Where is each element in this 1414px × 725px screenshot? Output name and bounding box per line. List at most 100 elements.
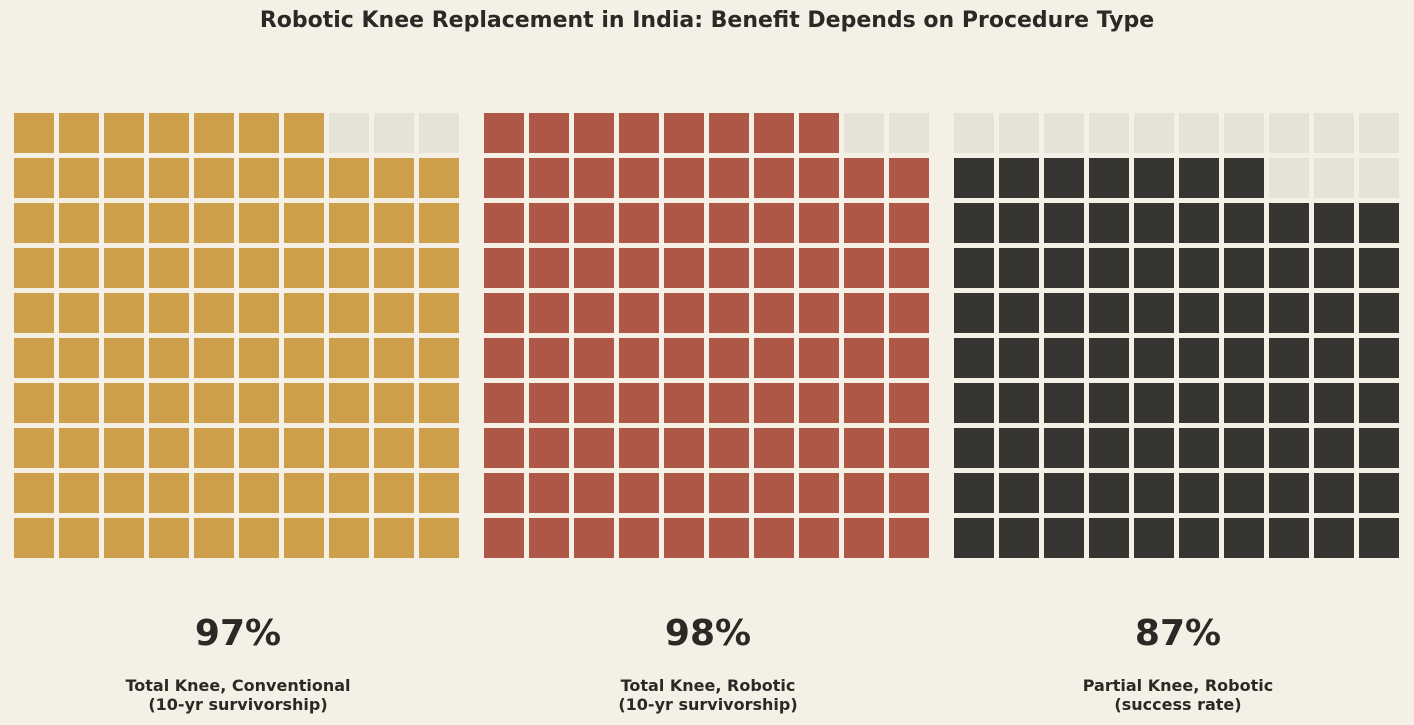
waffle-cell-filled: [374, 293, 414, 333]
waffle-grid: [14, 113, 459, 558]
waffle-cell-empty: [1179, 113, 1219, 153]
waffle-cell-filled: [529, 293, 569, 333]
waffle-cell-filled: [844, 158, 884, 198]
waffle-cell-filled: [104, 248, 144, 288]
waffle-cell-filled: [709, 383, 749, 423]
waffle-cell-filled: [619, 113, 659, 153]
waffle-cell-filled: [1314, 293, 1354, 333]
waffle-cell-filled: [194, 248, 234, 288]
waffle-panel-robotic-total: 98% Total Knee, Robotic (10-yr survivors…: [484, 110, 932, 714]
waffle-cell-filled: [149, 338, 189, 378]
waffle-cell-filled: [14, 428, 54, 468]
waffle-cell-filled: [529, 338, 569, 378]
waffle-cell-filled: [194, 293, 234, 333]
waffle-cell-filled: [59, 113, 99, 153]
waffle-cell-filled: [799, 428, 839, 468]
waffle-cell-filled: [664, 518, 704, 558]
waffle-cell-filled: [374, 518, 414, 558]
waffle-cell-filled: [1224, 248, 1264, 288]
waffle-cell-filled: [1134, 473, 1174, 513]
waffle-cell-filled: [149, 248, 189, 288]
waffle-cell-empty: [1359, 113, 1399, 153]
waffle-cell-filled: [664, 203, 704, 243]
waffle-cell-filled: [329, 203, 369, 243]
waffle-cell-filled: [1179, 203, 1219, 243]
waffle-cell-filled: [419, 383, 459, 423]
waffle-cell-filled: [529, 383, 569, 423]
waffle-cell-filled: [1044, 158, 1084, 198]
waffle-cell-filled: [1314, 338, 1354, 378]
waffle-cell-empty: [1224, 113, 1264, 153]
waffle-cell-filled: [1269, 473, 1309, 513]
waffle-cell-filled: [104, 203, 144, 243]
waffle-cell-filled: [1179, 473, 1219, 513]
waffle-cell-filled: [954, 203, 994, 243]
waffle-cell-empty: [1134, 113, 1174, 153]
waffle-cell-empty: [374, 113, 414, 153]
waffle-cell-filled: [1089, 428, 1129, 468]
waffle-cell-filled: [1224, 473, 1264, 513]
waffle-cell-filled: [329, 158, 369, 198]
waffle-cell-filled: [799, 383, 839, 423]
waffle-cell-filled: [104, 473, 144, 513]
waffle-cell-filled: [889, 248, 929, 288]
waffle-cell-empty: [999, 113, 1039, 153]
waffle-cell-filled: [59, 203, 99, 243]
waffle-cell-filled: [1269, 248, 1309, 288]
waffle-cell-filled: [1134, 518, 1174, 558]
waffle-cell-filled: [954, 338, 994, 378]
waffle-cell-filled: [574, 518, 614, 558]
waffle-cell-filled: [149, 383, 189, 423]
waffle-cell-filled: [574, 428, 614, 468]
waffle-cell-filled: [999, 338, 1039, 378]
waffle-cell-filled: [889, 293, 929, 333]
waffle-cell-filled: [1089, 383, 1129, 423]
waffle-cell-filled: [889, 383, 929, 423]
waffle-cell-empty: [1269, 158, 1309, 198]
waffle-cell-filled: [1224, 428, 1264, 468]
waffle-cell-filled: [419, 518, 459, 558]
waffle-cell-filled: [664, 113, 704, 153]
waffle-cell-filled: [1179, 383, 1219, 423]
waffle-cell-filled: [954, 158, 994, 198]
waffle-cell-filled: [149, 473, 189, 513]
waffle-cell-empty: [329, 113, 369, 153]
waffle-cell-filled: [149, 113, 189, 153]
waffle-cell-filled: [1269, 383, 1309, 423]
waffle-cell-filled: [709, 293, 749, 333]
waffle-cell-filled: [619, 203, 659, 243]
category-label: Total Knee, Robotic (10-yr survivorship): [484, 676, 932, 714]
waffle-cell-filled: [284, 248, 324, 288]
waffle-cell-filled: [1134, 203, 1174, 243]
waffle-cell-filled: [619, 293, 659, 333]
waffle-cell-filled: [889, 473, 929, 513]
waffle-cell-filled: [194, 428, 234, 468]
waffle-cell-empty: [889, 113, 929, 153]
waffle-cell-filled: [1134, 248, 1174, 288]
waffle-cell-filled: [104, 113, 144, 153]
waffle-cell-filled: [889, 338, 929, 378]
waffle-cell-filled: [484, 383, 524, 423]
waffle-cell-filled: [664, 428, 704, 468]
waffle-cell-filled: [284, 113, 324, 153]
waffle-cell-empty: [1359, 158, 1399, 198]
waffle-cell-filled: [194, 203, 234, 243]
waffle-cell-filled: [14, 113, 54, 153]
waffle-cell-filled: [1044, 293, 1084, 333]
waffle-cell-filled: [999, 158, 1039, 198]
waffle-cell-empty: [1314, 158, 1354, 198]
waffle-cell-filled: [574, 473, 614, 513]
waffle-cell-filled: [1179, 293, 1219, 333]
waffle-cell-filled: [374, 203, 414, 243]
waffle-panel-conventional: 97% Total Knee, Conventional (10-yr surv…: [14, 110, 462, 714]
waffle-cell-filled: [1224, 203, 1264, 243]
waffle-cell-filled: [484, 428, 524, 468]
waffle-cell-filled: [284, 383, 324, 423]
waffle-cell-filled: [59, 473, 99, 513]
waffle-cell-filled: [104, 383, 144, 423]
waffle-cell-filled: [529, 518, 569, 558]
waffle-cell-filled: [664, 248, 704, 288]
waffle-cell-filled: [239, 293, 279, 333]
waffle-cell-filled: [799, 113, 839, 153]
waffle-cell-filled: [194, 473, 234, 513]
